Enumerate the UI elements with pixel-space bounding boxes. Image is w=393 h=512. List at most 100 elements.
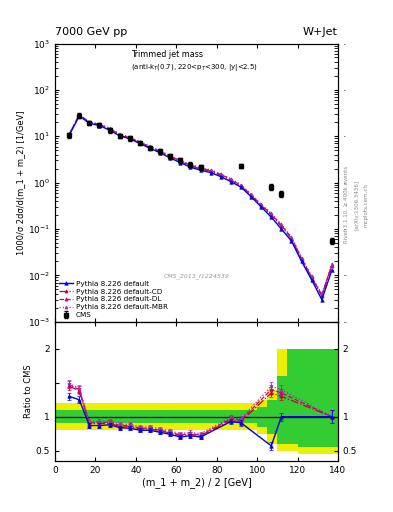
Text: (anti-k$_T$(0.7), 220<p$_T$<300, |y|<2.5): (anti-k$_T$(0.7), 220<p$_T$<300, |y|<2.5… [131,61,258,73]
Pythia 8.226 default-MBR [97,121,102,127]
Pythia 8.226 default [118,133,122,139]
Pythia 8.226 default-MBR [299,254,304,261]
Pythia 8.226 default-CD [67,132,72,138]
Pythia 8.226 default-CD [148,144,152,151]
Pythia 8.226 default-DL [320,292,324,298]
Pythia 8.226 default-MBR [279,221,284,227]
Pythia 8.226 default-DL [107,125,112,132]
Pythia 8.226 default-DL [208,167,213,174]
Pythia 8.226 default-CD [77,112,82,118]
Pythia 8.226 default-DL [67,131,72,137]
Pythia 8.226 default [219,174,223,180]
Pythia 8.226 default [67,132,72,138]
Pythia 8.226 default [279,226,284,232]
Pythia 8.226 default-DL [87,119,92,125]
Pythia 8.226 default-CD [228,177,233,183]
Pythia 8.226 default-DL [178,158,183,164]
Pythia 8.226 default-CD [198,166,203,172]
Pythia 8.226 default [127,136,132,142]
Line: Pythia 8.226 default-DL: Pythia 8.226 default-DL [68,113,333,296]
Pythia 8.226 default-CD [269,212,274,218]
Pythia 8.226 default-MBR [219,170,223,177]
Pythia 8.226 default-MBR [188,161,193,167]
Pythia 8.226 default-MBR [67,131,72,137]
Pythia 8.226 default-DL [249,191,253,198]
Pythia 8.226 default-MBR [77,112,82,118]
Pythia 8.226 default-DL [198,165,203,171]
Pythia 8.226 default-MBR [249,191,253,197]
Pythia 8.226 default-MBR [138,138,142,144]
Pythia 8.226 default [158,150,162,156]
Pythia 8.226 default [178,160,183,166]
Pythia 8.226 default [97,122,102,129]
Pythia 8.226 default [107,127,112,133]
Pythia 8.226 default-MBR [208,167,213,173]
Text: [arXiv:1306.3436]: [arXiv:1306.3436] [354,180,359,230]
Pythia 8.226 default-MBR [239,182,243,188]
Pythia 8.226 default [309,277,314,283]
Pythia 8.226 default-DL [188,162,193,168]
Pythia 8.226 default-MBR [168,153,173,159]
Pythia 8.226 default-MBR [269,210,274,216]
Pythia 8.226 default-CD [188,163,193,169]
Pythia 8.226 default [249,194,253,200]
Pythia 8.226 default-CD [178,158,183,164]
Pythia 8.226 default-CD [289,236,294,242]
Pythia 8.226 default-CD [97,122,102,128]
Pythia 8.226 default [330,267,334,273]
Pythia 8.226 default [188,164,193,170]
Pythia 8.226 default [208,169,213,176]
Pythia 8.226 default [228,179,233,185]
Pythia 8.226 default-DL [239,182,243,188]
Y-axis label: 1000/σ 2dσ/d(m_1 + m_2) [1/GeV]: 1000/σ 2dσ/d(m_1 + m_2) [1/GeV] [16,110,25,255]
Pythia 8.226 default-MBR [118,131,122,137]
X-axis label: (m_1 + m_2) / 2 [GeV]: (m_1 + m_2) / 2 [GeV] [141,477,252,488]
Pythia 8.226 default-MBR [198,164,203,170]
Pythia 8.226 default-CD [219,172,223,178]
Pythia 8.226 default-CD [299,257,304,263]
Pythia 8.226 default [289,238,294,244]
Pythia 8.226 default [168,155,173,161]
Pythia 8.226 default [148,145,152,152]
Pythia 8.226 default-DL [219,172,223,178]
Pythia 8.226 default-CD [279,223,284,229]
Pythia 8.226 default-MBR [148,143,152,150]
Pythia 8.226 default-DL [97,121,102,127]
Legend: Pythia 8.226 default, Pythia 8.226 default-CD, Pythia 8.226 default-DL, Pythia 8: Pythia 8.226 default, Pythia 8.226 defau… [57,279,169,319]
Text: 7000 GeV pp: 7000 GeV pp [55,27,127,37]
Pythia 8.226 default-DL [228,176,233,182]
Pythia 8.226 default-CD [208,168,213,174]
Pythia 8.226 default [259,204,264,210]
Text: W+Jet: W+Jet [303,27,338,37]
Pythia 8.226 default-MBR [309,273,314,280]
Pythia 8.226 default-CD [158,149,162,155]
Pythia 8.226 default-DL [138,139,142,145]
Y-axis label: Ratio to CMS: Ratio to CMS [24,365,33,418]
Pythia 8.226 default [138,140,142,146]
Pythia 8.226 default-CD [127,135,132,141]
Pythia 8.226 default-CD [320,293,324,299]
Pythia 8.226 default-MBR [107,125,112,131]
Line: Pythia 8.226 default-CD: Pythia 8.226 default-CD [68,114,333,297]
Pythia 8.226 default-MBR [87,119,92,125]
Pythia 8.226 default-DL [127,135,132,141]
Pythia 8.226 default-DL [168,153,173,159]
Pythia 8.226 default-CD [118,132,122,138]
Pythia 8.226 default-MBR [127,134,132,140]
Pythia 8.226 default-DL [299,255,304,262]
Pythia 8.226 default-DL [289,234,294,241]
Pythia 8.226 default-MBR [178,157,183,163]
Pythia 8.226 default-CD [168,154,173,160]
Pythia 8.226 default-DL [269,211,274,217]
Pythia 8.226 default [299,259,304,265]
Pythia 8.226 default-MBR [158,147,162,154]
Text: Rivet 3.1.10, ≥ 400k events: Rivet 3.1.10, ≥ 400k events [344,166,349,243]
Pythia 8.226 default [198,167,203,173]
Pythia 8.226 default-MBR [289,233,294,240]
Pythia 8.226 default-MBR [330,261,334,267]
Pythia 8.226 default-DL [279,222,284,228]
Pythia 8.226 default-DL [158,148,162,155]
Pythia 8.226 default-CD [330,263,334,269]
Pythia 8.226 default-DL [148,144,152,150]
Pythia 8.226 default-CD [239,183,243,189]
